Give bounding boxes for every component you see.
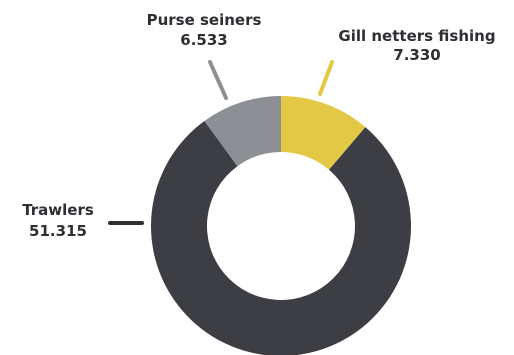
label-gill-netters-name: Gill netters fishing: [338, 27, 495, 45]
label-purse-seiners-name: Purse seiners: [147, 11, 262, 29]
leader-line-gill-netters: [318, 60, 334, 96]
donut-slices: [151, 96, 411, 355]
label-trawlers-value: 51.315: [29, 222, 87, 240]
slice-purse-seiners: [204, 96, 281, 167]
label-purse-seiners-value: 6.533: [180, 31, 227, 49]
leader-line-purse-seiners: [208, 60, 228, 100]
label-gill-netters-value: 7.330: [393, 46, 440, 64]
slice-gill-netters-fishing: [281, 96, 366, 170]
slice-trawlers: [151, 120, 411, 355]
label-trawlers-name: Trawlers: [22, 201, 94, 219]
